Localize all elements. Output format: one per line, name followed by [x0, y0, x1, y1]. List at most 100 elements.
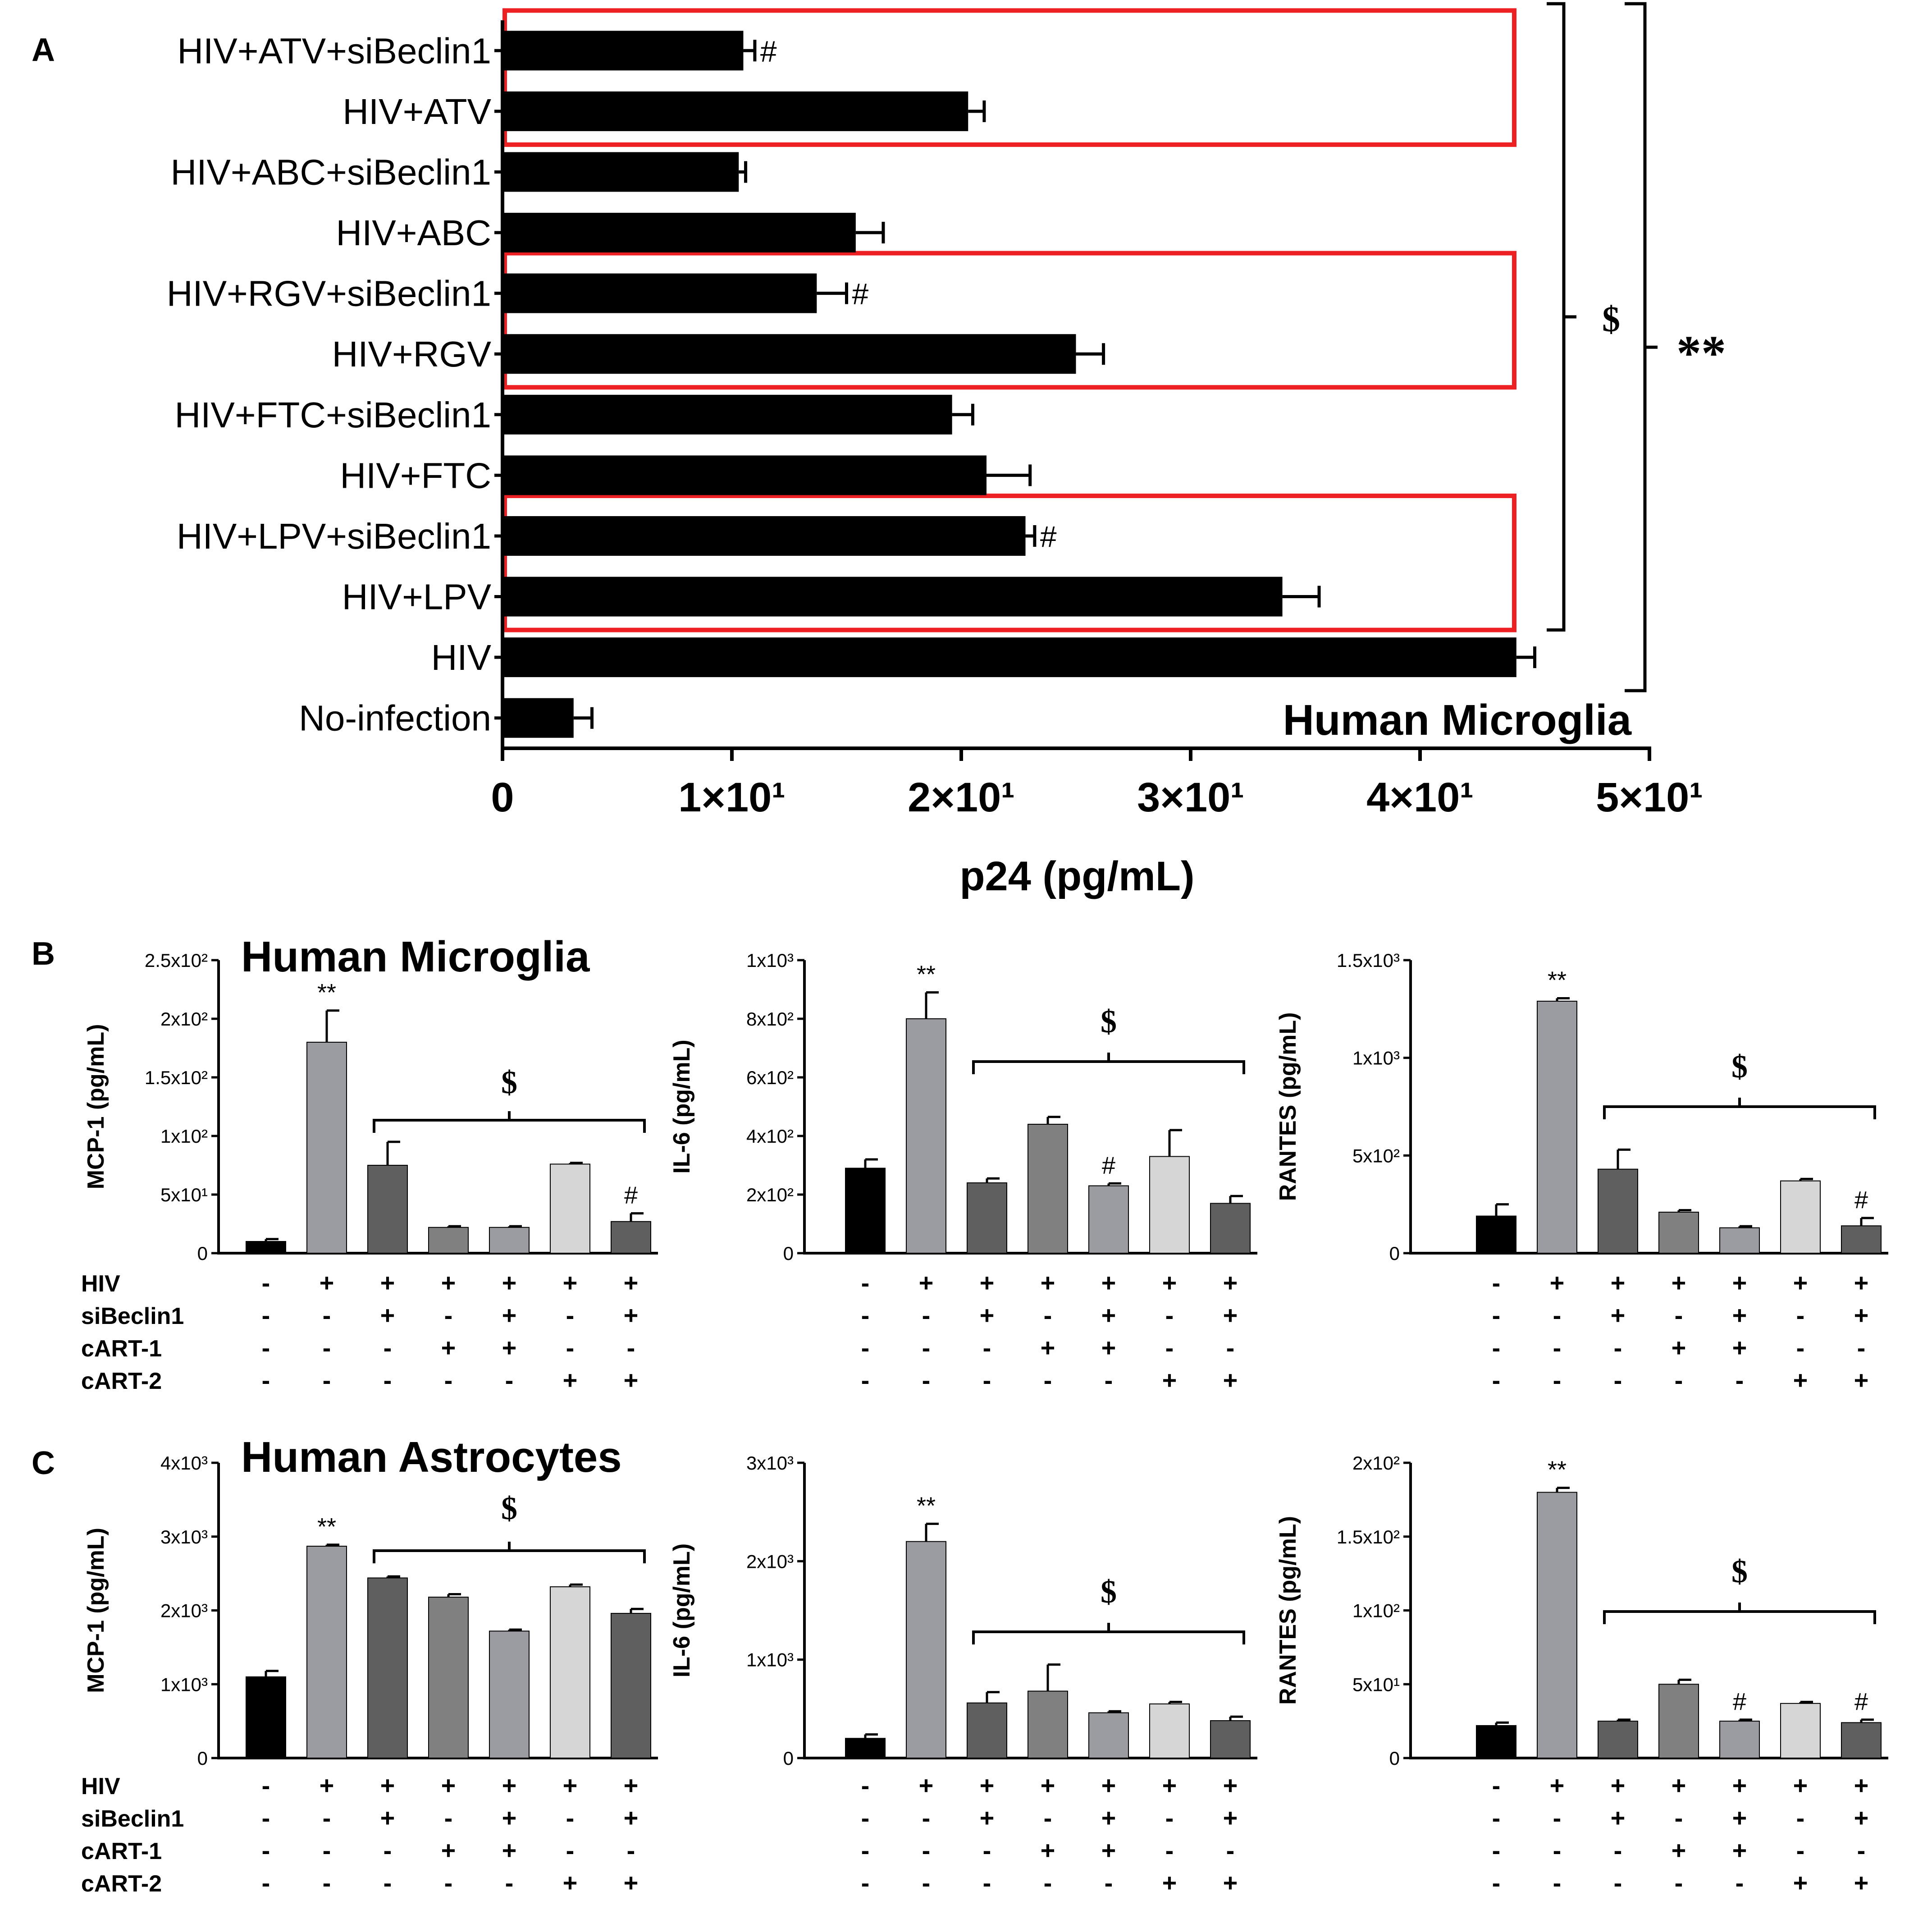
treatment-symbol: - [922, 1333, 931, 1362]
treatment-symbol: - [323, 1366, 331, 1394]
treatment-symbol: + [1041, 1836, 1055, 1864]
bar [1841, 1722, 1882, 1758]
treatment-symbol: + [1101, 1333, 1116, 1362]
treatment-symbol: + [502, 1804, 517, 1832]
bar [1658, 1684, 1699, 1758]
treatment-symbol: + [1854, 1804, 1869, 1832]
bar [502, 455, 987, 495]
bar [1780, 1180, 1821, 1254]
treatment-symbol: + [1793, 1868, 1808, 1897]
treatment-symbol: - [861, 1366, 870, 1394]
treatment-symbol: + [1101, 1836, 1116, 1864]
treatment-symbol: + [1101, 1771, 1116, 1800]
category-label: HIV+ABC [336, 213, 491, 253]
highlight-box [502, 493, 1516, 632]
treatment-symbol: + [1162, 1366, 1177, 1394]
bar [1149, 1156, 1190, 1254]
treatment-row-label: cART-2 [81, 1871, 162, 1897]
bracket-label: $ [501, 1490, 517, 1526]
bar [1476, 1725, 1516, 1758]
treatment-symbol: + [380, 1268, 395, 1297]
treatment-symbol: + [1793, 1771, 1808, 1800]
y-tick-label: 1.5x10³ [1337, 950, 1400, 971]
treatment-symbol: - [983, 1868, 991, 1897]
treatment-symbol: + [980, 1301, 995, 1329]
bar [1210, 1720, 1251, 1759]
treatment-symbol: + [624, 1868, 639, 1897]
treatment-symbol: - [323, 1804, 331, 1832]
treatment-symbol: - [262, 1836, 270, 1864]
treatment-symbol: - [1165, 1301, 1174, 1329]
treatment-symbol: + [380, 1771, 395, 1800]
x-tick-label: 5×10¹ [1596, 774, 1703, 820]
significance-mark: # [1733, 1688, 1746, 1715]
y-tick-label: 2x10² [1352, 1452, 1400, 1474]
treatment-symbol: - [566, 1301, 575, 1329]
y-tick-label: 0 [783, 1243, 794, 1264]
y-axis-title: RANTES (pg/mL) [1275, 1012, 1301, 1201]
treatment-symbol: + [1550, 1268, 1565, 1297]
treatment-symbol: + [1732, 1268, 1747, 1297]
y-axis-title: MCP-1 (pg/mL) [83, 1528, 109, 1693]
y-tick-label: 5x10¹ [1352, 1674, 1400, 1695]
treatment-symbol: - [983, 1836, 991, 1864]
y-tick-label: 1x10³ [746, 950, 794, 971]
category-label: HIV [431, 637, 492, 678]
y-tick-label: 1x10² [1352, 1600, 1400, 1621]
y-tick-label: 4x10³ [160, 1452, 208, 1474]
bar [1780, 1703, 1821, 1758]
panel-c-charts: C Human Astrocytes HIV siBeclin1 cART-1 cART-… [32, 1433, 1888, 1897]
treatment-symbol: - [1796, 1804, 1805, 1832]
treatment-symbol: - [1857, 1333, 1866, 1362]
treatment-symbol: + [1672, 1268, 1686, 1297]
treatment-symbol: + [1732, 1771, 1747, 1800]
bar [502, 152, 739, 192]
treatment-symbol: + [1732, 1836, 1747, 1864]
panel-label-c: C [32, 1445, 55, 1481]
treatment-symbol: + [1101, 1804, 1116, 1832]
treatment-symbol: + [1223, 1771, 1238, 1800]
bar [1658, 1212, 1699, 1254]
treatment-symbol: - [384, 1333, 392, 1362]
treatment-symbol: - [861, 1333, 870, 1362]
bracket-label: $ [501, 1064, 517, 1100]
category-label: HIV+ATV [343, 92, 491, 132]
treatment-symbol: + [1223, 1268, 1238, 1297]
treatment-row-label: cART-1 [81, 1838, 162, 1864]
treatment-row-label: HIV [81, 1773, 120, 1800]
treatment-symbol: + [1223, 1301, 1238, 1329]
bar [1719, 1227, 1760, 1254]
bar [845, 1738, 886, 1758]
treatment-symbol: - [1675, 1366, 1683, 1394]
bracket-label: $ [1101, 1574, 1117, 1610]
treatment-symbol: - [262, 1366, 270, 1394]
treatment-symbol: - [1492, 1333, 1501, 1362]
y-tick-label: 1x10³ [1352, 1048, 1400, 1069]
treatment-symbol: - [384, 1868, 392, 1897]
bar [246, 1676, 286, 1758]
y-tick-label: 5x10² [1352, 1145, 1400, 1166]
treatment-symbol: + [1793, 1366, 1808, 1394]
treatment-symbol: + [1162, 1868, 1177, 1897]
treatment-symbol: - [1044, 1804, 1052, 1832]
treatment-symbol: + [1223, 1868, 1238, 1897]
treatment-symbol: - [1614, 1333, 1622, 1362]
treatment-symbol: - [262, 1268, 270, 1297]
x-tick-label: 0 [491, 774, 514, 820]
treatment-symbol: - [505, 1366, 514, 1394]
chart-title: Human Microglia [1283, 696, 1632, 744]
treatment-symbol: + [1611, 1804, 1626, 1832]
treatment-symbol: + [1854, 1366, 1869, 1394]
y-axis-title: RANTES (pg/mL) [1275, 1516, 1301, 1705]
significance-mark: # [1102, 1152, 1115, 1179]
panel-a-chart: A HIV+ATV+siBeclin1 # HIV+ATV HIV+ABC+siBecl… [32, 2, 1726, 899]
category-label: HIV+RGV+siBeclin1 [167, 274, 491, 314]
bar [967, 1182, 1007, 1254]
bar [1149, 1703, 1190, 1759]
treatment-row-label: cART-1 [81, 1336, 162, 1362]
significance-bracket [1603, 1098, 1876, 1119]
treatment-symbol: - [861, 1771, 870, 1800]
significance-mark: ** [1548, 1456, 1567, 1484]
bar [502, 31, 744, 71]
treatment-symbol: - [384, 1366, 392, 1394]
